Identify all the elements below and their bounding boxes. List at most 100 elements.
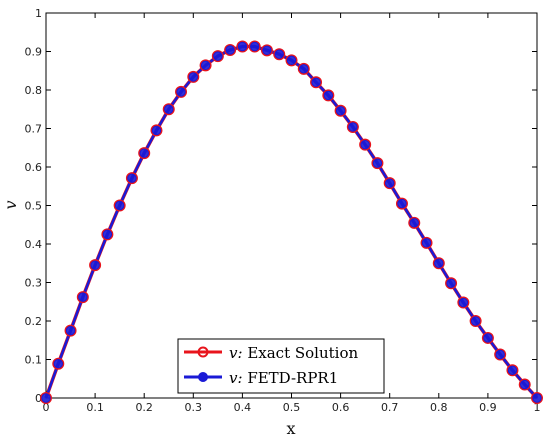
- x-tick-label: 0.5: [283, 401, 301, 414]
- series-point-exact: [481, 331, 494, 344]
- series-point-exact: [310, 76, 323, 89]
- legend-name-fetd: FETD-RPR1: [247, 369, 338, 387]
- series-point-exact: [187, 70, 200, 83]
- series-point-fetd: [323, 90, 334, 101]
- series-point-fetd: [520, 379, 530, 390]
- series-point-fetd: [483, 333, 493, 343]
- series-point-fetd: [409, 218, 419, 228]
- series-point-exact: [138, 147, 151, 160]
- series-point-exact: [518, 378, 531, 391]
- series-point-fetd: [102, 229, 113, 240]
- series-point-exact: [64, 324, 77, 337]
- series-point-fetd: [446, 278, 456, 288]
- series-point-exact: [260, 44, 273, 57]
- x-ticks: 0 0.1 0.2 0.3 0.4 0.5 0.6 0.7 0.8 0.9 1: [43, 13, 541, 414]
- legend-marker-exact: [197, 346, 209, 358]
- series-point-exact: [224, 43, 237, 56]
- series-point-fetd: [372, 158, 383, 168]
- x-tick-label: 0.8: [430, 401, 448, 414]
- series-point-exact: [506, 364, 519, 377]
- series-point-fetd: [53, 359, 63, 369]
- series-point-exact: [199, 59, 212, 72]
- legend: v: Exact Solution v: FETD-RPR1: [177, 338, 385, 394]
- x-tick-label: 0.7: [381, 401, 399, 414]
- series-point-exact: [297, 62, 310, 75]
- legend-prefix-fetd: v:: [229, 369, 243, 387]
- series-point-fetd: [458, 297, 469, 308]
- series-point-exact: [494, 348, 507, 361]
- series-point-fetd: [114, 200, 125, 211]
- series-point-exact: [432, 257, 445, 270]
- y-tick-label: 0.7: [25, 123, 43, 136]
- series-point-fetd: [65, 325, 76, 336]
- series-point-fetd: [249, 41, 260, 52]
- x-tick-label: 0.2: [135, 401, 153, 414]
- series-point-exact: [285, 54, 298, 67]
- series-point-fetd: [335, 106, 346, 116]
- series-point-exact: [236, 40, 249, 53]
- x-tick-label: 0.4: [234, 401, 252, 414]
- series-point-exact: [125, 172, 138, 185]
- series-point-exact: [89, 259, 102, 272]
- legend-box: [177, 338, 385, 394]
- series-point-exact: [150, 124, 163, 137]
- series-point-exact: [113, 199, 126, 212]
- y-tick-label: 0.2: [25, 315, 43, 328]
- series-point-fetd: [176, 87, 186, 97]
- series-point-fetd: [213, 51, 223, 61]
- legend-name-exact: Exact Solution: [247, 344, 358, 362]
- series-point-fetd: [360, 139, 370, 150]
- legend-marker-fetd: [198, 372, 208, 382]
- series-point-exact: [383, 177, 396, 190]
- x-axis-label: x: [286, 419, 295, 438]
- series-point-fetd: [237, 41, 248, 52]
- x-tick-label: 0.9: [479, 401, 497, 414]
- series-point-exact: [101, 228, 114, 241]
- y-tick-label: 0.9: [25, 46, 43, 59]
- y-tick-label: 0: [35, 392, 42, 405]
- series-point-exact: [346, 120, 359, 133]
- series-point-exact: [248, 40, 261, 53]
- series-point-fetd: [274, 49, 284, 59]
- series-point-exact: [175, 85, 188, 98]
- series-point-fetd: [311, 77, 321, 88]
- series-point-fetd: [507, 365, 518, 375]
- series-point-fetd: [495, 349, 505, 360]
- series-point-exact: [40, 392, 52, 404]
- y-tick-label: 0.4: [25, 238, 43, 251]
- series-point-fetd: [421, 238, 432, 248]
- series-point-fetd: [470, 316, 481, 326]
- series-point-exact: [359, 138, 372, 151]
- legend-entry-fetd: v: FETD-RPR1: [184, 369, 338, 387]
- x-tick-label: 1: [534, 401, 541, 414]
- series-point-fetd: [262, 45, 272, 56]
- series-point-exact: [469, 315, 482, 327]
- series-point-fetd: [127, 173, 137, 183]
- series-point-exact: [162, 103, 175, 116]
- legend-label-fetd: v: FETD-RPR1: [229, 369, 338, 387]
- series-point-fetd: [532, 393, 542, 403]
- series-point-fetd: [286, 55, 297, 66]
- series-point-exact: [52, 357, 65, 370]
- series-point-exact: [322, 89, 335, 102]
- series-point-fetd: [299, 64, 309, 74]
- series-point-exact: [371, 157, 384, 170]
- legend-entry-exact: v: Exact Solution: [184, 344, 358, 362]
- y-tick-label: 1: [35, 7, 42, 20]
- series-point-exact: [445, 277, 458, 290]
- series-point-exact: [420, 236, 433, 249]
- series-point-fetd: [348, 122, 358, 132]
- series-point-fetd: [41, 393, 51, 403]
- series-point-fetd: [164, 104, 174, 114]
- series-point-exact: [273, 48, 286, 61]
- y-tick-label: 0.3: [25, 277, 43, 290]
- series-point-fetd: [225, 45, 235, 55]
- series-group: [40, 40, 543, 404]
- series-point-fetd: [139, 148, 149, 158]
- y-axis-label: v: [1, 200, 20, 209]
- y-ticks: 0 0.1 0.2 0.3 0.4 0.5 0.6 0.7 0.8 0.9 1: [25, 7, 537, 405]
- x-tick-label: 0.1: [86, 401, 104, 414]
- series-point-fetd: [90, 260, 100, 270]
- series-point-exact: [334, 104, 347, 117]
- series-point-exact: [531, 392, 543, 404]
